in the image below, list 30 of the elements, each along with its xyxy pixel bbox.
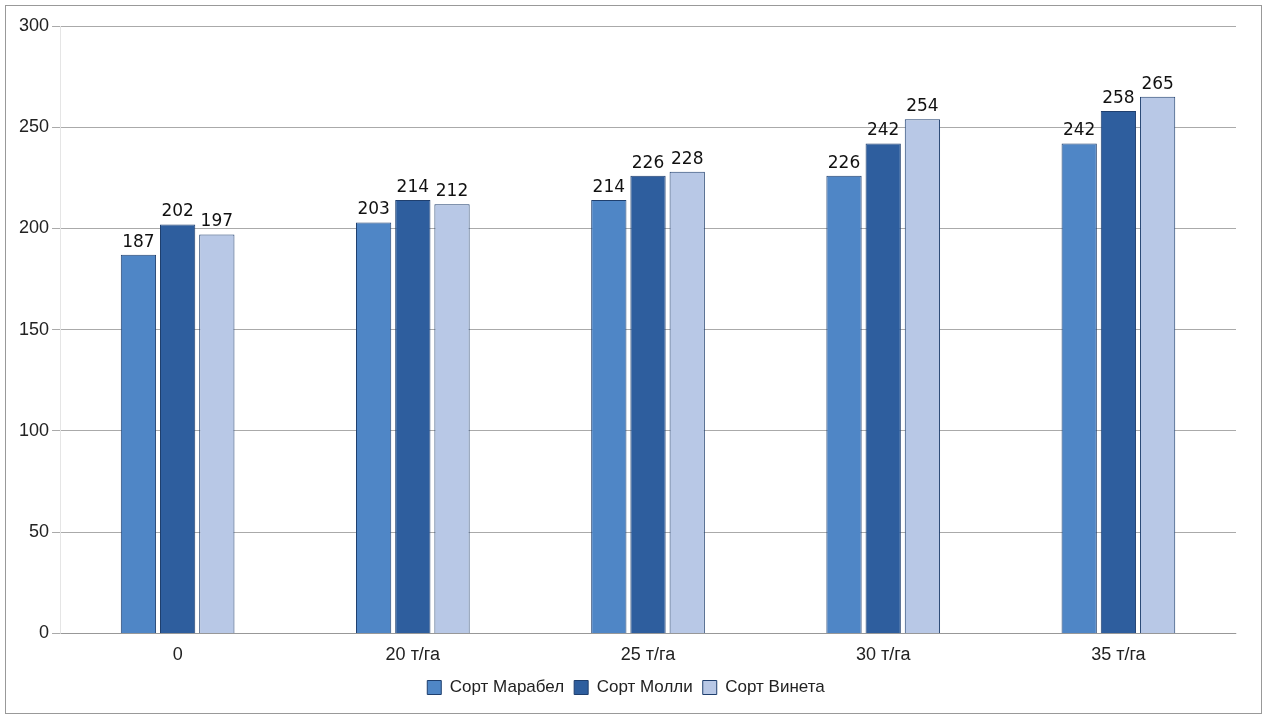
y-tick-label: 0 — [39, 622, 50, 643]
data-label: 226 — [631, 151, 665, 172]
y-tick-label: 150 — [18, 318, 50, 339]
data-label: 265 — [1141, 72, 1174, 93]
x-tick-label: 0 — [172, 644, 183, 665]
y-tick-label: 100 — [18, 419, 50, 440]
data-label: 212 — [435, 180, 469, 201]
data-label: 203 — [357, 198, 390, 219]
data-label: 242 — [1062, 119, 1096, 140]
data-label: 187 — [122, 230, 155, 251]
data-label: 258 — [1102, 86, 1135, 107]
y-tick-label: 50 — [29, 521, 50, 542]
data-label: 214 — [396, 176, 430, 197]
data-label: 197 — [200, 210, 234, 231]
x-tick-label: 20 т/га — [385, 644, 442, 665]
y-tick-label: 300 — [18, 14, 50, 35]
data-label: 242 — [866, 119, 900, 140]
x-tick-label: 35 т/га — [1091, 644, 1147, 665]
legend-label: Сорт Марабел — [449, 677, 565, 697]
x-tick-label: 30 т/га — [855, 644, 912, 665]
x-tick-label: 25 т/га — [620, 644, 677, 665]
data-label: 254 — [906, 95, 939, 116]
data-label: 202 — [161, 200, 194, 221]
y-tick-label: 200 — [18, 217, 50, 238]
data-label: 228 — [670, 147, 704, 168]
data-label: 226 — [827, 151, 861, 172]
legend-label: Сорт Молли — [596, 677, 693, 697]
y-tick-label: 250 — [18, 116, 50, 137]
data-label: 214 — [592, 176, 626, 197]
legend-label: Сорт Винета — [725, 677, 826, 697]
